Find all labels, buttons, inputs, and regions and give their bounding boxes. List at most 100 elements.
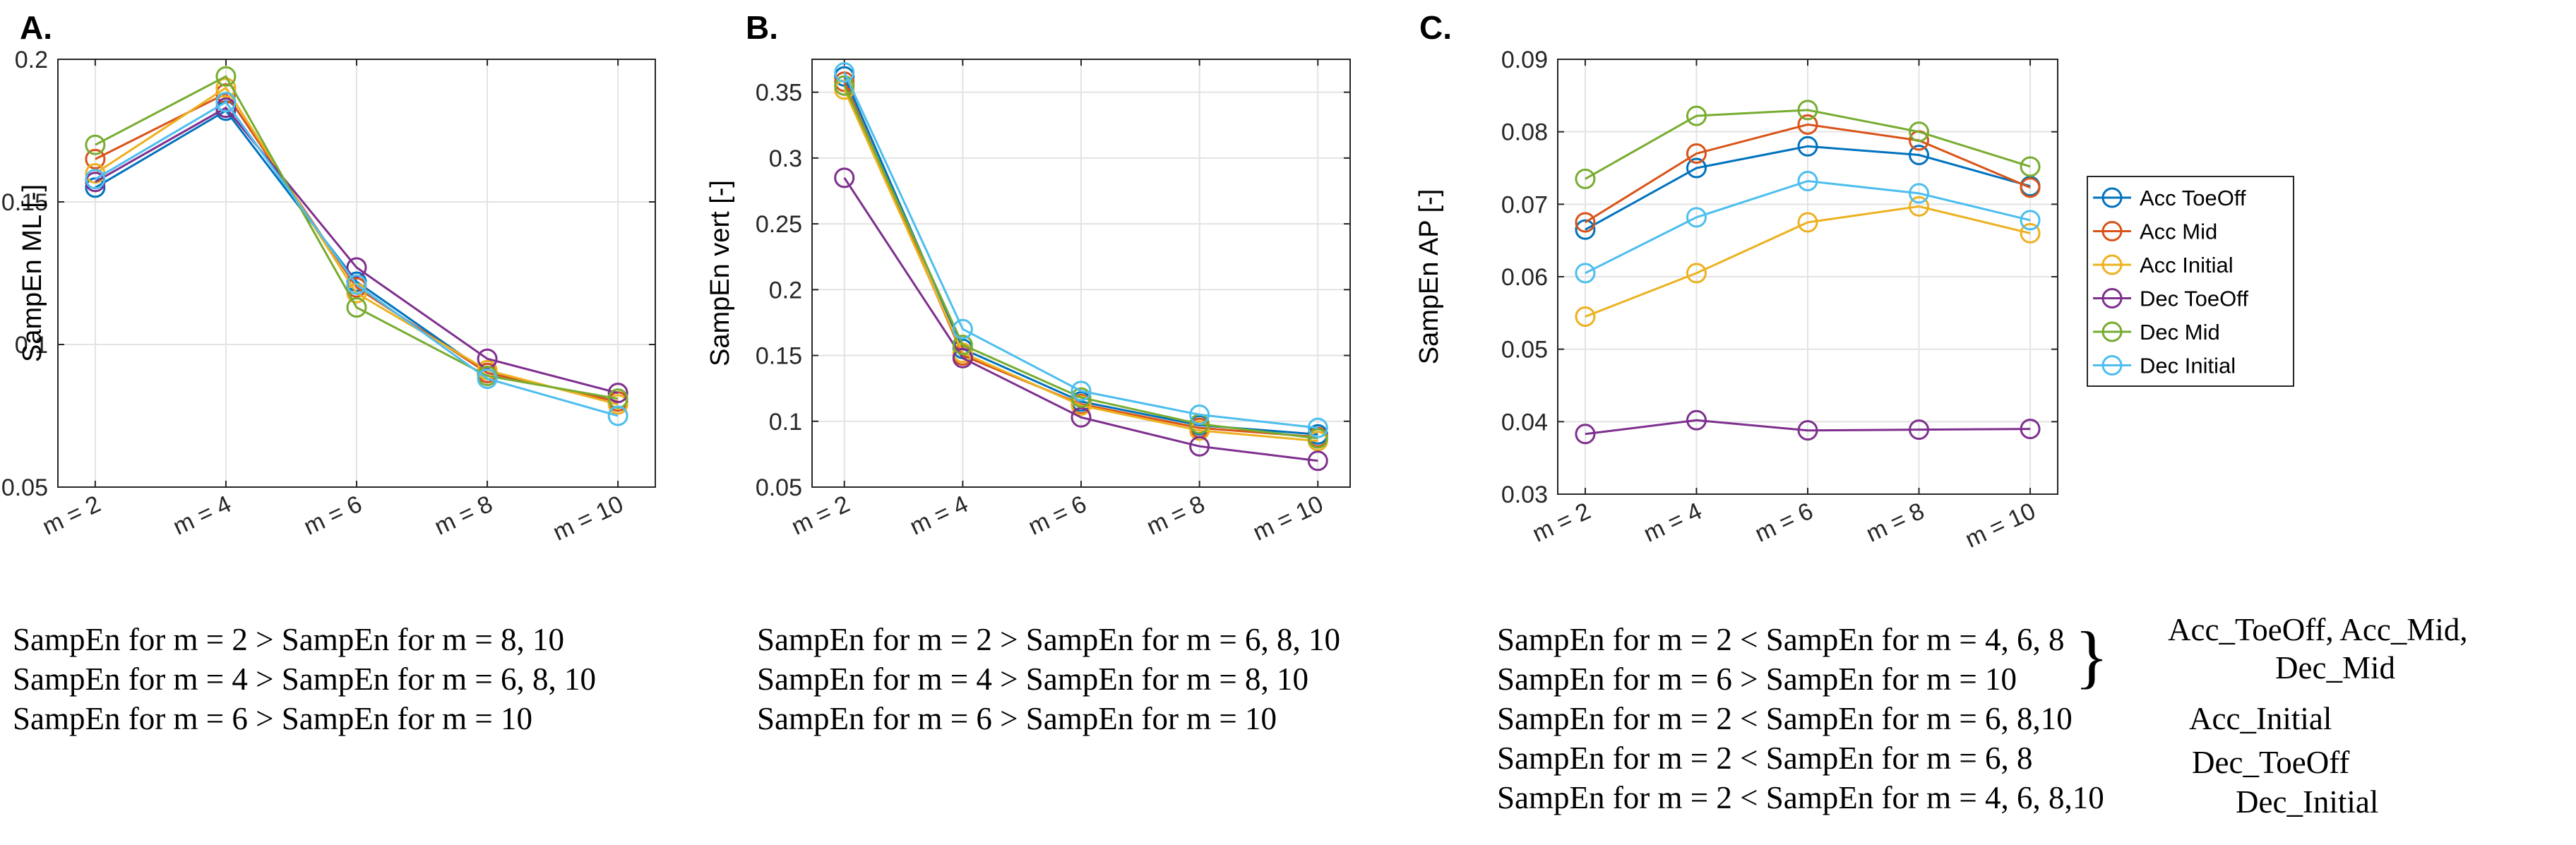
y-axis-title: SampEn AP [-] (1414, 189, 1444, 365)
x-tick-label: m = 10 (1961, 498, 2039, 553)
data-point (1686, 105, 1707, 126)
data-point (1071, 380, 1092, 402)
note-c-1: SampEn for m = 2 < SampEn for m = 4, 6, … (1497, 622, 2065, 657)
data-point (1575, 168, 1596, 189)
data-point (85, 134, 106, 155)
data-point (1909, 419, 1930, 441)
data-point (1307, 450, 1328, 472)
data-point (1686, 207, 1707, 228)
series-dec-toeoff (1575, 409, 2041, 445)
legend-label: Dec Initial (2140, 354, 2236, 378)
data-point (607, 383, 628, 404)
legend-box (2087, 176, 2294, 387)
x-tick-label: m = 10 (549, 491, 627, 546)
series-line (1585, 205, 2031, 318)
series-line (843, 176, 1318, 462)
y-tick-label: 0.08 (1501, 119, 1548, 146)
data-point (1189, 420, 1210, 441)
legend-label: Acc Mid (2140, 220, 2217, 244)
y-tick-label: 0.1 (769, 409, 802, 436)
series-line (1585, 419, 2031, 436)
x-tick-label: m = 2 (38, 491, 105, 541)
legend-entry-dec-mid: Dec Mid (2093, 320, 2220, 344)
y-axis-title: SampEn vert [-] (705, 180, 735, 366)
series-line (95, 100, 619, 417)
y-tick-label: 0.25 (756, 211, 802, 238)
data-point (1575, 219, 1596, 240)
note-a-1: SampEn for m = 2 > SampEn for m = 8, 10 (13, 622, 565, 657)
series-line (1585, 123, 2031, 224)
data-point (1575, 263, 1596, 284)
data-point (2020, 210, 2041, 231)
data-point (215, 66, 237, 87)
y-tick-label: 0.04 (1501, 409, 1548, 436)
data-point (1071, 387, 1092, 408)
legend-marker (2101, 187, 2123, 208)
group-label-dec-toeoff: Dec_ToeOff (2192, 745, 2350, 780)
data-point (834, 75, 855, 96)
series-line (843, 85, 1318, 440)
note-c-5: SampEn for m = 2 < SampEn for m = 4, 6, … (1497, 780, 2104, 815)
data-point (85, 169, 106, 190)
data-point (1797, 212, 1818, 233)
x-tick-label: m = 10 (1249, 491, 1328, 546)
legend-label: Acc ToeOff (2140, 186, 2246, 210)
note-b-2: SampEn for m = 4 > SampEn for m = 8, 10 (757, 661, 1309, 697)
series-line (843, 71, 1318, 429)
legend: Acc ToeOff Acc Mid Acc Initial Dec ToeOff De… (2087, 176, 2294, 387)
legend-marker (2101, 254, 2123, 275)
x-tick-label: m = 4 (169, 491, 235, 541)
x-tick-label: m = 6 (1751, 498, 1817, 548)
data-point (1797, 170, 1818, 191)
note-c-3: SampEn for m = 2 < SampEn for m = 6, 8,1… (1497, 701, 2073, 736)
data-point (1909, 121, 1930, 143)
data-point (952, 318, 973, 340)
data-point (2020, 222, 2041, 244)
y-tick-label: 0.15 (756, 343, 802, 370)
legend-label: Acc Initial (2140, 253, 2234, 277)
data-point (1797, 136, 1818, 157)
legend-marker (2101, 288, 2123, 308)
legend-entry-dec-toeoff: Dec ToeOff (2093, 287, 2248, 311)
y-tick-label: 0.2 (15, 47, 48, 73)
series-line (1585, 145, 2031, 231)
data-point (215, 92, 237, 113)
series-acc-initial (1575, 196, 2041, 327)
group-label-acc-toeoff-acc-mid: Acc_ToeOff, Acc_Mid, (2168, 612, 2468, 647)
group-label-dec-mid: Dec_Mid (2275, 650, 2395, 685)
legend-entry-acc-initial: Acc Initial (2093, 253, 2234, 277)
chart-panel-a: 0.05 0.1 0.15 0.2 m = 2 m = 4 m = 6 m = 8 m = 10… (1, 9, 656, 546)
series-dec-initial (834, 62, 1328, 438)
series-dec-mid (1575, 100, 2041, 189)
group-label-acc-initial: Acc_Initial (2189, 701, 2332, 736)
note-c-4: SampEn for m = 2 < SampEn for m = 6, 8 (1497, 741, 2033, 776)
data-point (1575, 306, 1596, 327)
data-point (1797, 114, 1818, 135)
y-axis-title: SampEn ML [-] (18, 184, 47, 362)
legend-marker (2101, 221, 2123, 241)
data-point (1307, 428, 1328, 449)
data-point (607, 405, 628, 426)
data-point (1797, 420, 1818, 441)
data-point (2020, 156, 2041, 177)
data-point (1909, 196, 1930, 217)
data-point (607, 388, 628, 409)
series-line (1585, 109, 2031, 180)
data-point (1909, 145, 1930, 166)
data-point (1686, 157, 1707, 179)
series-acc-mid (1575, 114, 2041, 233)
data-point (1909, 183, 1930, 204)
x-tick-label: m = 8 (430, 491, 496, 541)
x-tick-label: m = 6 (1024, 491, 1090, 541)
series-line (1585, 179, 2031, 275)
data-point (346, 274, 367, 295)
data-point (1189, 436, 1210, 457)
data-point (1797, 100, 1818, 121)
series-line (843, 89, 1318, 443)
series-line (95, 75, 619, 400)
data-point (1686, 409, 1707, 431)
legend-entry-dec-initial: Dec Initial (2093, 354, 2236, 378)
series-dec-toeoff (834, 167, 1328, 472)
